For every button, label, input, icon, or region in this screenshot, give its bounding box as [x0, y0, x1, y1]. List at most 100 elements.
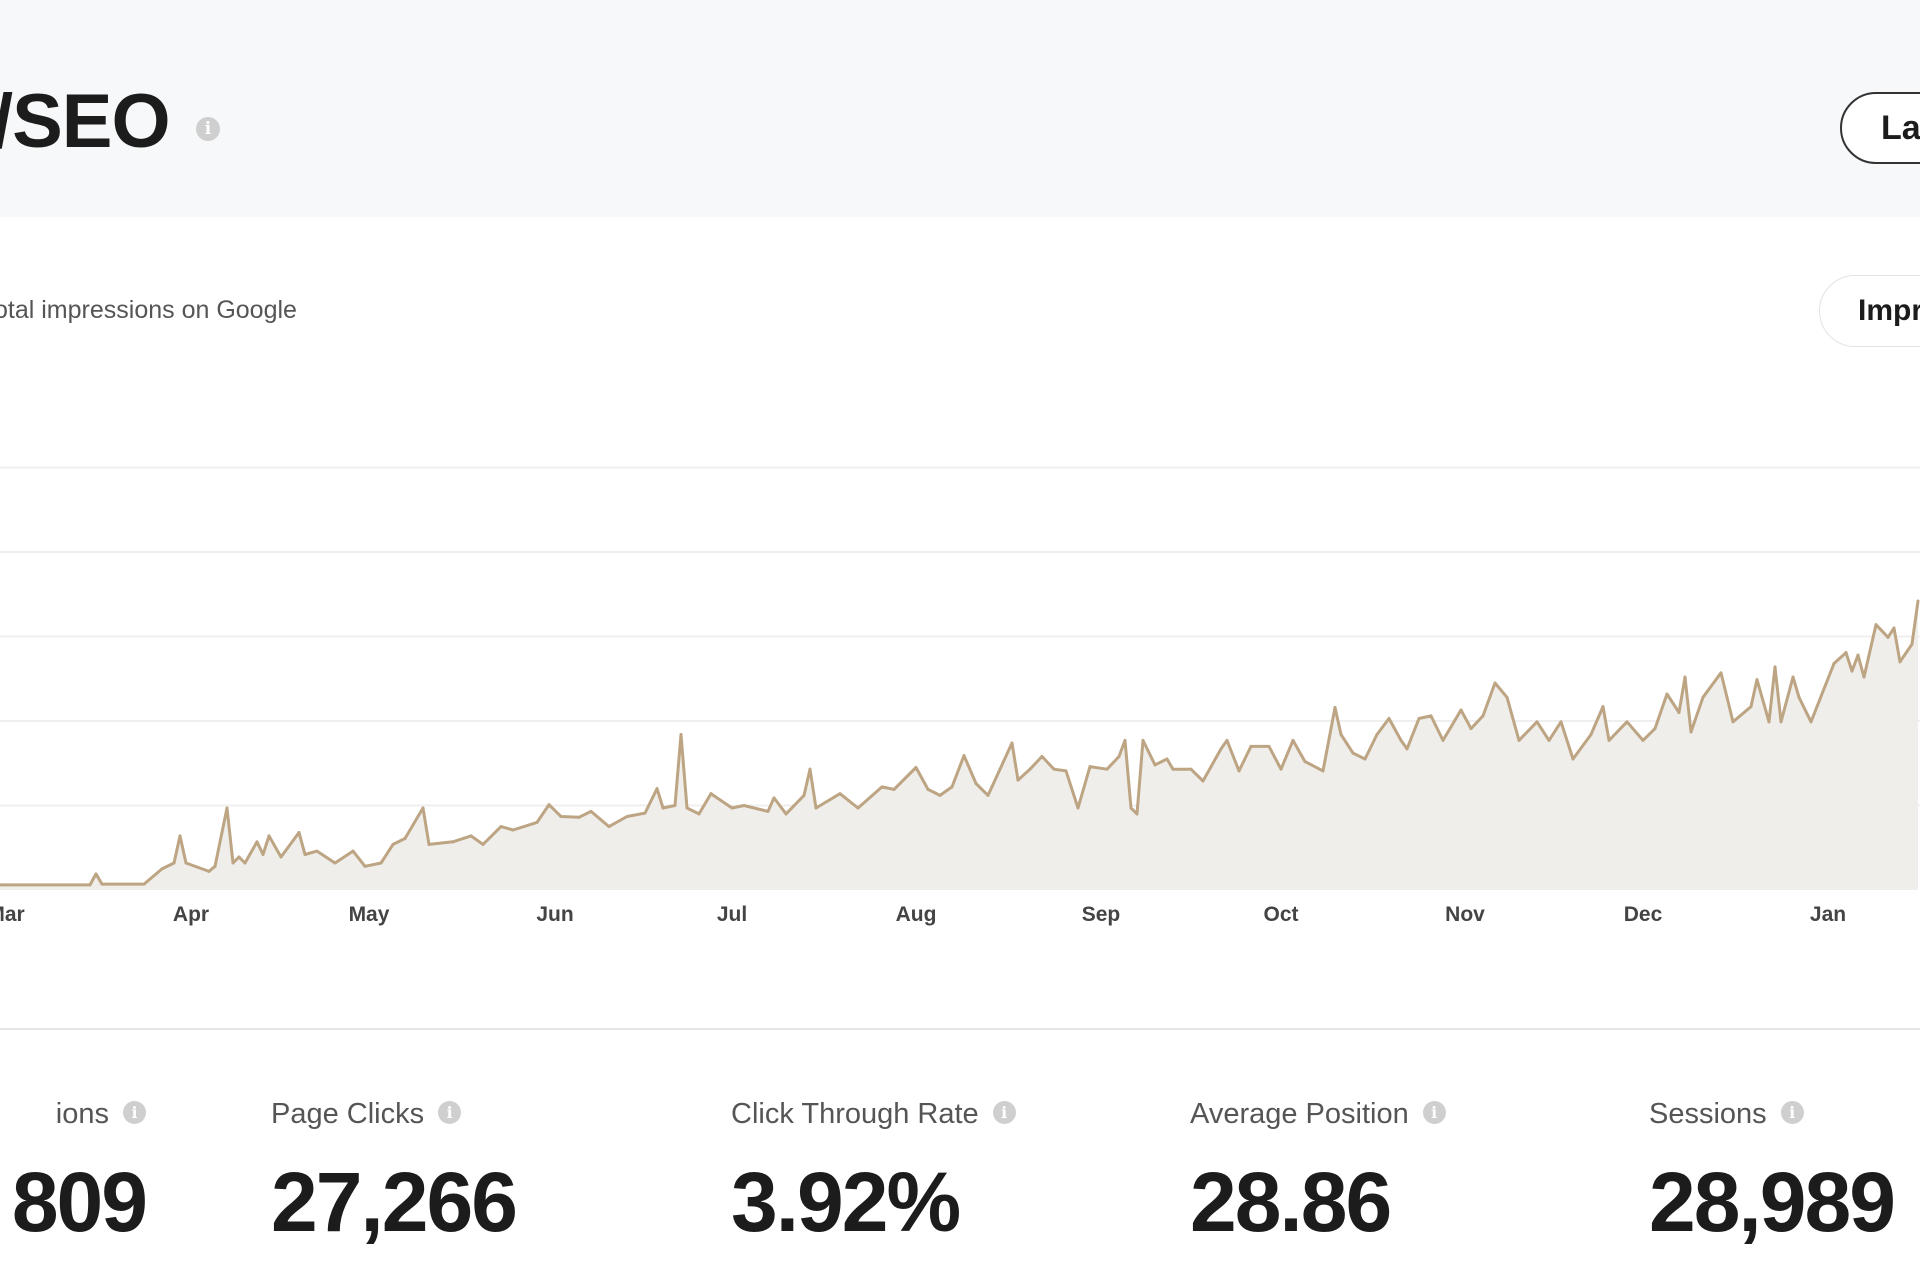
- data-point: [279, 855, 283, 859]
- x-tick-label: Nov: [1445, 903, 1485, 926]
- data-point: [403, 836, 407, 840]
- stat-value: 27,266: [271, 1155, 518, 1249]
- data-point: [709, 792, 713, 796]
- data-point: [1123, 738, 1127, 742]
- data-point: [673, 804, 677, 807]
- data-point: [363, 864, 367, 868]
- stat-value: 28,989: [1649, 1155, 1896, 1249]
- data-point: [1219, 747, 1223, 751]
- data-point: [1249, 744, 1253, 748]
- x-tick-label: Sep: [1082, 903, 1121, 926]
- data-point: [938, 793, 942, 797]
- data-point: [88, 883, 92, 887]
- data-point: [94, 872, 98, 876]
- data-point: [1201, 779, 1205, 783]
- data-point: [1701, 695, 1705, 699]
- stat-value: 3.92%: [731, 1155, 961, 1249]
- data-point: [1225, 738, 1229, 742]
- x-tick-label: Dec: [1624, 903, 1663, 926]
- data-point: [303, 853, 307, 857]
- data-point: [379, 861, 383, 865]
- page-title: /SEO: [0, 79, 171, 164]
- info-icon[interactable]: i: [123, 1100, 146, 1124]
- data-point: [547, 803, 551, 807]
- data-point: [1589, 733, 1593, 737]
- stat-label: Page Clicks: [271, 1098, 425, 1130]
- page-header: /SEO i La: [0, 0, 1920, 217]
- data-point: [1535, 720, 1539, 724]
- data-point: [1773, 665, 1777, 669]
- data-point: [1809, 720, 1813, 724]
- data-point: [1105, 767, 1109, 771]
- data-point: [421, 806, 425, 810]
- data-point: [655, 787, 659, 791]
- data-point: [237, 855, 241, 859]
- x-tick-label: May: [349, 903, 390, 926]
- info-icon[interactable]: i: [196, 117, 220, 141]
- x-tick-label: Jul: [717, 903, 747, 926]
- data-point: [333, 861, 337, 865]
- data-point: [1129, 806, 1133, 810]
- data-point: [1363, 757, 1367, 761]
- data-point: [1153, 763, 1157, 767]
- data-point: [231, 861, 235, 865]
- data-point: [1165, 757, 1169, 761]
- data-point: [267, 834, 271, 838]
- data-point: [1064, 769, 1068, 773]
- data-point: [1559, 720, 1563, 724]
- data-point: [1571, 757, 1575, 761]
- data-point: [914, 765, 918, 769]
- data-point: [1387, 716, 1391, 720]
- x-tick-label: Oct: [1263, 903, 1298, 926]
- data-point: [1665, 692, 1669, 696]
- data-point: [1689, 730, 1693, 734]
- data-point: [1886, 635, 1890, 639]
- data-point: [1351, 751, 1355, 755]
- data-point: [1399, 738, 1403, 742]
- stat-ctr: Click Through Rate i 3.92%: [731, 1096, 1016, 1250]
- data-point: [243, 861, 247, 865]
- data-point: [1625, 720, 1629, 724]
- data-point: [1547, 738, 1551, 742]
- metric-select-button[interactable]: Impr: [1819, 275, 1920, 347]
- data-point: [1339, 733, 1343, 737]
- impressions-chart: Mar Apr May Jun Jul Aug Sep Oct Nov Dec Jan: [0, 466, 1920, 926]
- data-point: [808, 767, 812, 771]
- data-point: [1088, 765, 1092, 769]
- data-point: [427, 842, 431, 846]
- data-point: [1016, 778, 1020, 782]
- data-point: [1683, 675, 1687, 679]
- stat-value: 28.86: [1190, 1155, 1392, 1249]
- series-area: [0, 601, 1918, 890]
- data-point: [1405, 747, 1409, 751]
- data-point: [1028, 767, 1032, 771]
- data-point: [1469, 727, 1473, 731]
- data-point: [1375, 733, 1379, 737]
- data-point: [962, 754, 966, 758]
- data-point: [986, 793, 990, 797]
- data-point: [1797, 695, 1801, 699]
- x-tick-label: Apr: [173, 903, 209, 926]
- stat-value: 809: [11, 1155, 148, 1249]
- data-point: [1117, 754, 1121, 758]
- data-point: [1916, 599, 1920, 603]
- data-point: [297, 831, 301, 835]
- data-point: [643, 811, 647, 815]
- info-icon[interactable]: i: [1780, 1100, 1804, 1124]
- data-point: [856, 806, 860, 810]
- data-point: [1862, 675, 1866, 679]
- data-point: [451, 840, 455, 844]
- info-icon[interactable]: i: [992, 1100, 1016, 1124]
- date-range-button[interactable]: La: [1840, 92, 1920, 164]
- data-point: [535, 820, 539, 824]
- data-point: [469, 834, 473, 838]
- data-point: [1791, 675, 1795, 679]
- data-point: [184, 861, 188, 865]
- info-icon[interactable]: i: [438, 1100, 462, 1124]
- data-point: [1267, 744, 1271, 748]
- info-icon[interactable]: i: [1422, 1100, 1446, 1124]
- data-point: [1040, 754, 1044, 758]
- data-point: [589, 809, 593, 813]
- data-point: [351, 849, 355, 853]
- stat-label: Average Position: [1190, 1098, 1409, 1130]
